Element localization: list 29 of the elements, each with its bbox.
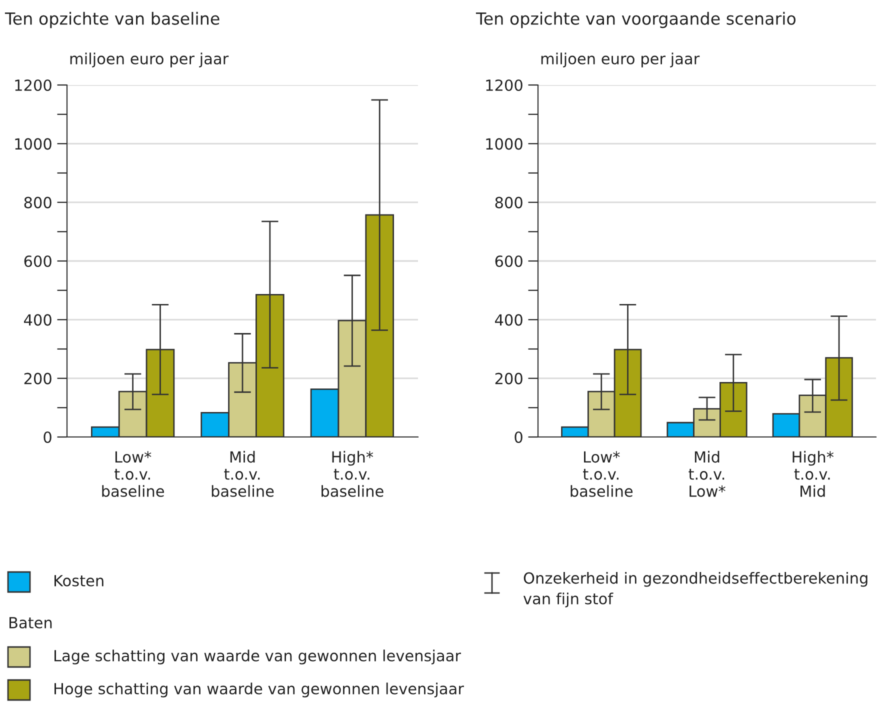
y-tick-label: 200 [24,372,52,384]
y-tick-label: 600 [495,255,522,268]
y-tick-label: 1200 [15,79,52,92]
y-tick-label: 0 [514,431,522,444]
x-tick-label: Mid t.o.v. Low* [688,450,726,497]
y-tick-label: 1000 [15,138,52,150]
y-tick-label: 400 [24,314,52,326]
x-tick-label: High* t.o.v. baseline [322,450,384,497]
chart-title: Ten opzichte van baseline [4,12,220,28]
y-tick-label: 0 [44,431,52,444]
x-tick-label: Mid t.o.v. baseline [212,450,274,497]
legend-label: Kosten [54,575,104,586]
y-tick-label: 1200 [486,79,522,92]
y-tick-label: 600 [24,255,52,268]
y-tick-label: 800 [24,196,52,208]
legend-label: Hoge schatting van waarde van gewonnen levensjaar [54,682,464,698]
legend-label: Lage schatting van waarde van gewonnen levensjaar [54,650,461,664]
y-tick-label: 800 [495,196,522,208]
y-tick-label: 200 [495,372,522,384]
y-axis-title: miljoen euro per jaar [70,52,229,68]
y-tick-label: 1000 [486,138,522,150]
x-tick-label: High* t.o.v. Mid [792,450,834,497]
x-tick-label: Low* t.o.v. baseline [570,451,633,497]
chart-title: Ten opzichte van voorgaande scenario [476,12,796,28]
text: Baten [10,617,52,628]
y-axis-title: miljoen euro per jaar [541,52,700,68]
text: Onzekerheid in gezondheidseffectberekening van fijn stof [523,572,868,608]
x-tick-label: Low* t.o.v. baseline [102,451,164,497]
y-tick-label: 400 [495,314,522,326]
